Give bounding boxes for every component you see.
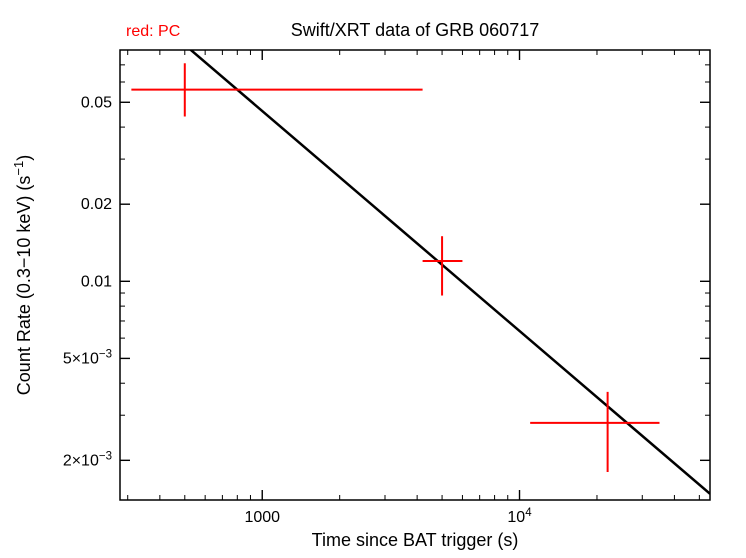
y-tick-label: 0.05 <box>81 94 112 111</box>
pc-mode-data <box>131 63 659 472</box>
x-tick-label: 104 <box>507 507 532 526</box>
plot-frame <box>120 50 710 500</box>
power-law-fit-line <box>128 0 710 494</box>
legend-text: red: PC <box>126 23 180 40</box>
y-axis-label: Count Rate (0.3−10 keV) (s−1) <box>11 155 35 395</box>
xrt-lightcurve-chart: 1000 104 2×10−3 5×10−3 0.01 0.02 0.05 Swift/XRT… <box>0 0 746 558</box>
y-tick-label: 0.01 <box>81 273 112 290</box>
y-tick-label: 0.02 <box>81 196 112 213</box>
chart-title: Swift/XRT data of GRB 060717 <box>291 20 539 40</box>
y-tick-label: 5×10−3 <box>63 348 112 367</box>
x-tick-label: 1000 <box>244 509 280 526</box>
x-axis-label: Time since BAT trigger (s) <box>312 530 519 550</box>
y-tick-label: 2×10−3 <box>63 450 112 469</box>
